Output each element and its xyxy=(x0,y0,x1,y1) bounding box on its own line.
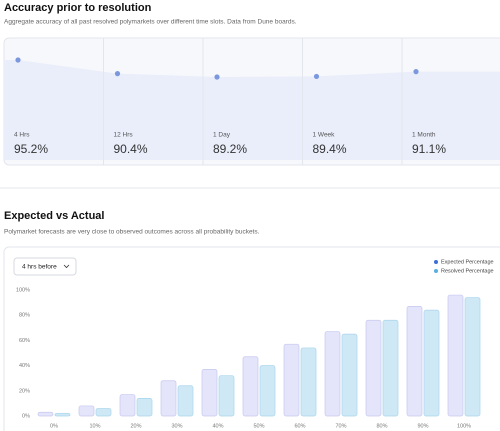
bar xyxy=(341,333,358,417)
x-tick-label: 50% xyxy=(253,423,264,429)
accuracy-dot xyxy=(114,71,121,77)
bar xyxy=(464,297,481,417)
x-tick-label: 20% xyxy=(130,423,141,429)
bar xyxy=(423,309,440,417)
x-tick-label: 40% xyxy=(212,423,223,429)
bar xyxy=(447,294,464,417)
section-title: Accuracy prior to resolution xyxy=(4,2,152,14)
legend-marker xyxy=(434,260,438,264)
section-subtitle: Polymarket forecasts are very close to o… xyxy=(4,229,260,236)
y-tick-label: 40% xyxy=(19,363,30,369)
y-tick-label: 80% xyxy=(19,313,30,319)
bar xyxy=(54,413,71,417)
period-label: 12 Hrs xyxy=(114,132,134,139)
bar xyxy=(136,398,153,417)
bar xyxy=(365,319,382,417)
dropdown[interactable] xyxy=(13,257,77,276)
x-tick-label: 0% xyxy=(50,423,58,429)
y-tick-label: 20% xyxy=(19,388,30,394)
y-tick-label: 60% xyxy=(19,338,30,344)
bar xyxy=(242,356,259,417)
bar xyxy=(300,347,317,417)
bar xyxy=(259,365,276,417)
period-label: 1 Day xyxy=(213,132,231,139)
x-tick-label: 60% xyxy=(294,423,305,429)
legend-label: Expected Percentage xyxy=(441,259,494,265)
bar xyxy=(119,394,136,417)
bar xyxy=(177,385,194,417)
bar xyxy=(406,306,423,417)
bar xyxy=(283,343,300,417)
x-tick-label: 30% xyxy=(171,423,182,429)
bar xyxy=(382,319,399,417)
accuracy-dot xyxy=(214,74,220,80)
legend-label: Resolved Percentage xyxy=(441,268,494,274)
y-tick-label: 100% xyxy=(16,287,30,293)
x-tick-label: 80% xyxy=(376,423,387,429)
bar xyxy=(78,405,95,417)
section-title: Expected vs Actual xyxy=(4,210,104,222)
accuracy-value: 95.2% xyxy=(14,142,48,156)
bar xyxy=(201,369,218,417)
bar xyxy=(218,375,235,417)
y-tick-label: 0% xyxy=(22,413,30,419)
period-label: 1 Week xyxy=(313,132,336,139)
x-tick-label: 100% xyxy=(457,423,471,429)
x-tick-label: 70% xyxy=(335,423,346,429)
period-label: 4 Hrs xyxy=(14,132,30,139)
accuracy-area xyxy=(4,60,500,160)
dropdown-chevron xyxy=(63,264,70,269)
accuracy-dot xyxy=(313,73,320,80)
x-tick-label: 10% xyxy=(89,423,100,429)
legend-marker xyxy=(434,269,438,273)
accuracy-dot xyxy=(413,69,419,75)
accuracy-value: 89.2% xyxy=(213,142,247,156)
bar xyxy=(160,380,177,417)
accuracy-value: 89.4% xyxy=(313,142,347,156)
section-subtitle: Aggregate accuracy of all past resolved … xyxy=(4,19,297,26)
dropdown-label[interactable]: 4 hrs before xyxy=(22,264,57,271)
accuracy-dot xyxy=(15,57,21,63)
bar xyxy=(37,411,54,417)
bar xyxy=(324,331,341,417)
accuracy-value: 90.4% xyxy=(114,142,148,156)
bar xyxy=(95,408,112,417)
period-label: 1 Month xyxy=(412,132,436,139)
accuracy-value: 91.1% xyxy=(412,142,446,156)
x-tick-label: 90% xyxy=(417,423,428,429)
